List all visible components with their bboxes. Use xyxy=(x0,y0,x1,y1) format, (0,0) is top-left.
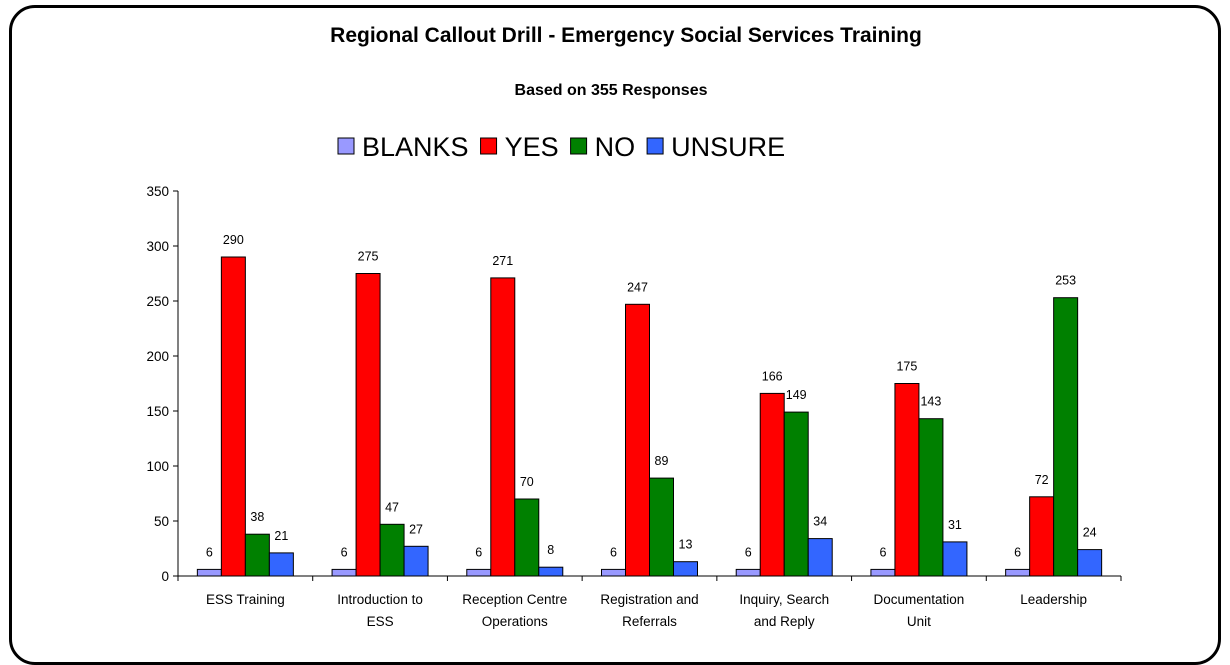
data-label: 24 xyxy=(1083,526,1097,540)
bar-blanks xyxy=(466,568,492,577)
bar-yes xyxy=(490,277,516,577)
legend: BLANKS YES NO UNSURE xyxy=(337,132,785,162)
bar-unsure xyxy=(942,541,968,577)
y-tick-label: 300 xyxy=(146,239,169,254)
chart-frame xyxy=(9,5,1221,665)
x-category-label: Reception Centre xyxy=(462,592,567,607)
x-category-label: Leadership xyxy=(1020,592,1087,607)
bar-blanks xyxy=(870,568,896,577)
data-label: 290 xyxy=(223,233,244,247)
x-category-label: Inquiry, Search xyxy=(739,592,829,607)
x-category-label: Operations xyxy=(482,614,548,629)
data-label: 31 xyxy=(948,518,962,532)
bar-yes xyxy=(355,273,381,577)
data-label: 34 xyxy=(813,515,827,529)
data-label: 6 xyxy=(1014,545,1021,559)
bar-no xyxy=(783,411,809,577)
axes: 0 50 100 150 200 250 300 350 ESS Training Introdu… xyxy=(146,184,1122,629)
bar-unsure xyxy=(538,566,564,577)
bar-no xyxy=(244,533,270,577)
legend-label-unsure: UNSURE xyxy=(671,132,785,162)
data-label: 271 xyxy=(492,254,513,268)
data-label: 6 xyxy=(879,545,886,559)
bar-blanks xyxy=(601,568,626,577)
bar-no xyxy=(649,477,674,577)
bar-yes xyxy=(625,303,650,577)
chart-title: Regional Callout Drill - Emergency Socia… xyxy=(330,24,922,47)
bar-yes xyxy=(759,392,785,577)
data-label: 47 xyxy=(385,500,399,514)
data-label: 8 xyxy=(547,543,554,557)
y-tick-label: 150 xyxy=(146,404,169,419)
data-label: 13 xyxy=(679,538,693,552)
x-category-label: Registration and xyxy=(600,592,698,607)
data-label: 175 xyxy=(896,360,917,374)
x-category-label: Introduction to xyxy=(337,592,423,607)
y-tick-label: 250 xyxy=(146,294,169,309)
data-label: 143 xyxy=(920,395,941,409)
bar-blanks xyxy=(735,568,761,577)
data-label: 6 xyxy=(475,545,482,559)
bar-blanks xyxy=(1005,568,1031,577)
data-label: 72 xyxy=(1035,473,1049,487)
bar-unsure xyxy=(1077,549,1103,577)
bar-no xyxy=(379,523,405,577)
legend-label-no: NO xyxy=(595,132,636,162)
legend-swatch-unsure xyxy=(646,137,664,155)
x-category-label: and Reply xyxy=(754,614,815,629)
bar-blanks xyxy=(196,568,222,577)
data-label: 70 xyxy=(520,475,534,489)
x-category-label: ESS Training xyxy=(206,592,285,607)
data-label: 6 xyxy=(610,545,617,559)
y-tick-label: 350 xyxy=(146,184,169,199)
data-label: 149 xyxy=(786,388,807,402)
bar-no xyxy=(918,418,944,577)
bar-yes xyxy=(1029,496,1055,577)
data-label: 275 xyxy=(358,250,379,264)
legend-label-yes: YES xyxy=(505,132,559,162)
data-label: 27 xyxy=(409,522,423,536)
bar-blanks xyxy=(331,568,357,577)
x-category-label: ESS xyxy=(367,614,394,629)
legend-swatch-no xyxy=(570,137,588,155)
y-tick-label: 100 xyxy=(146,459,169,474)
data-label: 21 xyxy=(274,529,288,543)
data-label: 247 xyxy=(627,280,648,294)
x-category-label: Documentation xyxy=(874,592,965,607)
bars: 6 6 6 6 6 6 6 290 275 271 247 166 175 72 38 47 70 89 149 14… xyxy=(196,233,1103,577)
data-label: 166 xyxy=(762,369,783,383)
y-tick-label: 50 xyxy=(154,514,169,529)
data-label: 38 xyxy=(250,510,264,524)
bar-yes xyxy=(894,383,920,577)
bar-unsure xyxy=(403,545,429,577)
chart-subtitle: Based on 355 Responses xyxy=(515,82,708,99)
bar-unsure xyxy=(268,552,294,577)
legend-swatch-blanks xyxy=(337,137,355,155)
legend-label-blanks: BLANKS xyxy=(362,132,469,162)
bar-no xyxy=(514,498,540,577)
y-tick-label: 200 xyxy=(146,349,169,364)
data-label: 6 xyxy=(206,545,213,559)
y-tick-label: 0 xyxy=(161,569,169,584)
bar-no xyxy=(1053,297,1079,577)
legend-swatch-yes xyxy=(480,137,498,155)
data-label: 6 xyxy=(745,545,752,559)
data-label: 253 xyxy=(1055,274,1076,288)
bar-unsure xyxy=(807,538,833,577)
data-label: 6 xyxy=(341,545,348,559)
bar-yes xyxy=(220,256,246,577)
bar-unsure xyxy=(673,561,698,577)
data-label: 89 xyxy=(655,454,669,468)
x-category-label: Unit xyxy=(907,614,931,629)
x-category-label: Referrals xyxy=(622,614,677,629)
